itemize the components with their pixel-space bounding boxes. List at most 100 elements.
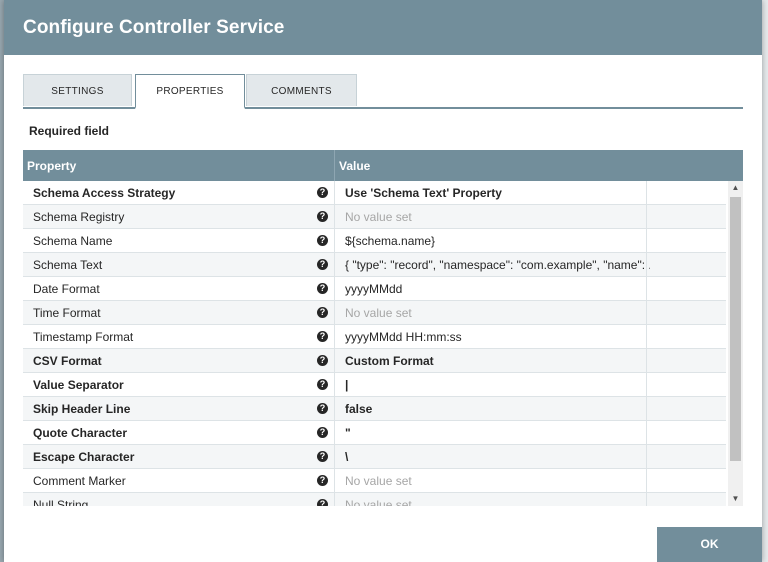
property-value[interactable]: \ <box>345 450 349 464</box>
tab-properties[interactable]: PROPERTIES <box>135 74 245 109</box>
scroll-down-arrow-icon[interactable]: ▼ <box>731 494 740 503</box>
table-row[interactable]: Schema Name? ${schema.name} <box>23 229 726 253</box>
property-value[interactable]: No value set <box>345 210 412 224</box>
property-name: Null String <box>33 498 89 506</box>
table-row[interactable]: Schema Text? { "type": "record", "namespa… <box>23 253 726 277</box>
property-name: Quote Character <box>33 426 128 440</box>
cell-divider <box>646 301 647 325</box>
cell-divider <box>334 229 335 253</box>
cell-divider <box>646 349 647 373</box>
help-icon[interactable]: ? <box>317 331 328 342</box>
help-icon[interactable]: ? <box>317 235 328 246</box>
table-row[interactable]: Date Format? yyyyMMdd <box>23 277 726 301</box>
cell-divider <box>334 373 335 397</box>
cell-divider <box>646 469 647 493</box>
help-icon[interactable]: ? <box>317 499 328 506</box>
cell-divider <box>646 373 647 397</box>
scroll-up-arrow-icon[interactable]: ▲ <box>731 183 740 192</box>
property-value[interactable]: yyyyMMdd HH:mm:ss <box>345 330 462 344</box>
table-row[interactable]: Skip Header Line? false <box>23 397 726 421</box>
dialog-header: Configure Controller Service <box>4 0 762 55</box>
table-row[interactable]: Value Separator? | <box>23 373 726 397</box>
cell-divider <box>646 277 647 301</box>
tab-comments[interactable]: COMMENTS <box>246 74 357 106</box>
property-name: Skip Header Line <box>33 402 131 416</box>
configure-controller-service-dialog: Configure Controller Service SETTINGS PR… <box>4 0 762 562</box>
cell-divider <box>646 445 647 469</box>
property-name: CSV Format <box>33 354 102 368</box>
table-row[interactable]: Quote Character? " <box>23 421 726 445</box>
property-name: Comment Marker <box>33 474 126 488</box>
table-row[interactable]: Time Format? No value set <box>23 301 726 325</box>
column-divider[interactable] <box>334 150 335 181</box>
table-row[interactable]: Comment Marker? No value set <box>23 469 726 493</box>
table-row[interactable]: Timestamp Format? yyyyMMdd HH:mm:ss <box>23 325 726 349</box>
cell-divider <box>334 421 335 445</box>
cell-divider <box>334 493 335 506</box>
cell-divider <box>646 421 647 445</box>
tab-settings[interactable]: SETTINGS <box>23 74 132 106</box>
cell-divider <box>646 205 647 229</box>
property-value[interactable]: ${schema.name} <box>345 234 436 248</box>
properties-grid: Property Value Schema Access Strategy? Us… <box>23 150 743 506</box>
ok-button[interactable]: OK <box>657 527 762 562</box>
help-icon[interactable]: ? <box>317 427 328 438</box>
property-value[interactable]: Custom Format <box>345 354 434 368</box>
cell-divider <box>646 229 647 253</box>
help-icon[interactable]: ? <box>317 475 328 486</box>
backdrop-right <box>762 0 768 562</box>
scroll-thumb[interactable] <box>730 197 741 461</box>
property-name: Schema Text <box>33 258 103 272</box>
help-icon[interactable]: ? <box>317 403 328 414</box>
property-value[interactable]: yyyyMMdd <box>345 282 403 296</box>
cell-divider <box>646 253 647 277</box>
property-value[interactable]: No value set <box>345 474 412 488</box>
grid-body: Schema Access Strategy? Use 'Schema Text'… <box>23 181 743 506</box>
help-icon[interactable]: ? <box>317 355 328 366</box>
help-icon[interactable]: ? <box>317 211 328 222</box>
cell-divider <box>334 325 335 349</box>
cell-divider <box>646 325 647 349</box>
property-name: Timestamp Format <box>33 330 134 344</box>
help-icon[interactable]: ? <box>317 451 328 462</box>
cell-divider <box>646 181 647 205</box>
cell-divider <box>334 277 335 301</box>
grid-header: Property Value <box>23 150 743 181</box>
cell-divider <box>646 397 647 421</box>
table-row[interactable]: Schema Access Strategy? Use 'Schema Text'… <box>23 181 726 205</box>
grid-scrollbar[interactable]: ▲ ▼ <box>728 181 743 506</box>
help-icon[interactable]: ? <box>317 187 328 198</box>
table-row[interactable]: Null String? No value set <box>23 493 726 506</box>
property-value[interactable]: false <box>345 402 373 416</box>
help-icon[interactable]: ? <box>317 283 328 294</box>
cell-divider <box>334 469 335 493</box>
help-icon[interactable]: ? <box>317 259 328 270</box>
cell-divider <box>334 349 335 373</box>
cell-divider <box>334 253 335 277</box>
property-value[interactable]: | <box>345 378 349 392</box>
property-value[interactable]: No value set <box>345 498 412 506</box>
property-value[interactable]: No value set <box>345 306 412 320</box>
cell-divider <box>334 301 335 325</box>
property-name: Schema Registry <box>33 210 125 224</box>
property-name: Time Format <box>33 306 101 320</box>
property-name: Value Separator <box>33 378 124 392</box>
help-icon[interactable]: ? <box>317 307 328 318</box>
column-header-property[interactable]: Property <box>27 159 77 173</box>
table-row[interactable]: Schema Registry? No value set <box>23 205 726 229</box>
property-name: Escape Character <box>33 450 135 464</box>
property-value[interactable]: { "type": "record", "namespace": "com.ex… <box>345 258 650 272</box>
cell-divider <box>334 445 335 469</box>
property-name: Schema Access Strategy <box>33 186 176 200</box>
column-header-value[interactable]: Value <box>339 159 371 173</box>
backdrop <box>0 0 4 562</box>
table-row[interactable]: Escape Character? \ <box>23 445 726 469</box>
cell-divider <box>334 397 335 421</box>
property-name: Schema Name <box>33 234 113 248</box>
table-row[interactable]: CSV Format? Custom Format <box>23 349 726 373</box>
property-value[interactable]: Use 'Schema Text' Property <box>345 186 502 200</box>
property-name: Date Format <box>33 282 100 296</box>
tab-bar: SETTINGS PROPERTIES COMMENTS <box>23 74 743 109</box>
help-icon[interactable]: ? <box>317 379 328 390</box>
property-value[interactable]: " <box>345 426 351 440</box>
